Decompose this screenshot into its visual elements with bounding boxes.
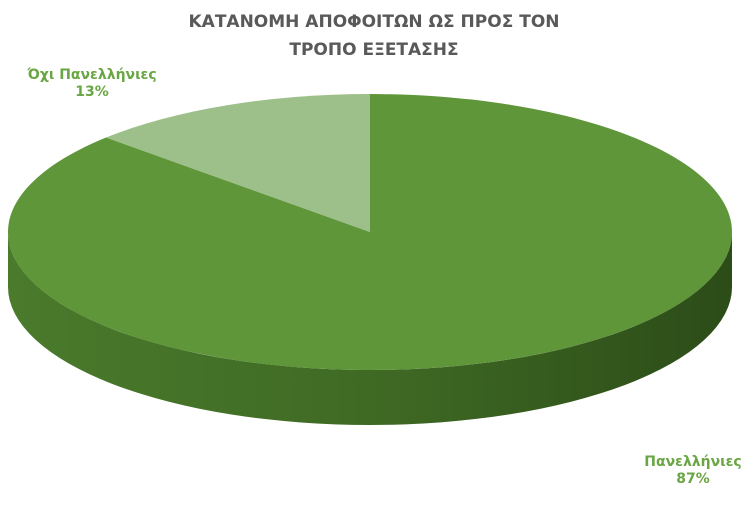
pie-slice	[106, 94, 371, 232]
pie-slice	[7, 94, 733, 370]
pie-side	[8, 232, 732, 425]
slice-label: Όχι Πανελλήνιες	[26, 67, 156, 83]
value-label: 87%	[676, 471, 710, 487]
value-label: 13%	[75, 84, 109, 100]
slice-label: Πανελλήνιες	[644, 454, 741, 470]
chart-title: ΚΑΤΑΝΟΜΗ ΑΠΟΦΟΙΤΩΝ ΩΣ ΠΡΟΣ ΤΟΝ ΤΡΟΠΟ ΕΞΕ…	[188, 12, 560, 60]
